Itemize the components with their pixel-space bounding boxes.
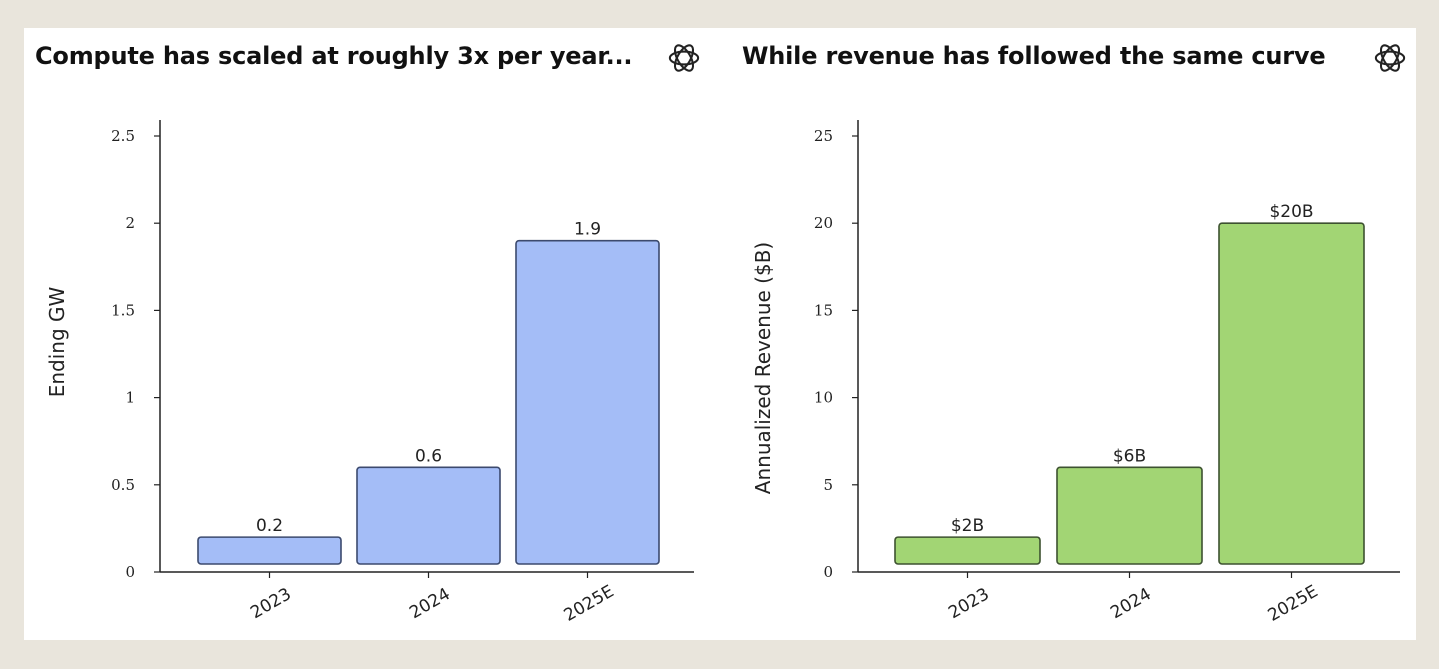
bar-value-label: 0.6	[415, 446, 442, 466]
compute-chart-panel: Compute has scaled at roughly 3x per yea…	[24, 28, 724, 640]
y-tick-label: 2	[125, 214, 135, 232]
chart-title: Compute has scaled at roughly 3x per yea…	[35, 42, 633, 70]
bar-2025e	[1218, 222, 1365, 565]
y-tick-label: 25	[814, 127, 833, 145]
bar-value-label: 0.2	[256, 516, 283, 536]
x-tick-label: 2023	[945, 584, 992, 623]
y-tick-label: 20	[814, 214, 833, 232]
revenue-bar-chart: 0 5 10 15 20 25 Annualized Revenue ($B) $2B 2023…	[751, 120, 1400, 626]
chart-title: While revenue has followed the same curv…	[742, 42, 1326, 70]
revenue-chart-panel: While revenue has followed the same curv…	[724, 28, 1416, 640]
bar-value-label: $6B	[1113, 446, 1146, 466]
y-tick-label: 2.5	[111, 127, 135, 145]
bar-value-label: $20B	[1269, 202, 1313, 222]
bar-value-label: $2B	[951, 516, 984, 536]
x-tick-label: 2024	[1107, 584, 1154, 623]
x-tick-label: 2025E	[561, 582, 618, 626]
x-tick-label: 2023	[247, 584, 294, 623]
y-tick-label: 15	[814, 301, 833, 319]
y-tick-label: 0	[125, 563, 135, 581]
y-tick-label: 0.5	[111, 476, 135, 494]
bar-2023	[197, 536, 342, 565]
bar-2024	[1056, 466, 1203, 565]
y-tick-label: 1.5	[111, 301, 135, 319]
y-tick-label: 10	[814, 389, 833, 407]
openai-logo-icon	[1374, 44, 1406, 72]
bar-2023	[894, 536, 1041, 565]
y-axis-label: Annualized Revenue ($B)	[751, 242, 775, 494]
y-tick-label: 5	[823, 476, 833, 494]
y-tick-label: 1	[125, 389, 135, 407]
bar-2025e	[515, 239, 660, 565]
openai-logo-icon	[668, 44, 700, 72]
bar-value-label: 1.9	[574, 220, 601, 240]
x-tick-label: 2025E	[1265, 582, 1322, 626]
y-axis-label: Ending GW	[45, 286, 69, 397]
compute-bar-chart: 0 0.5 1 1.5 2 2.5 Ending GW 0.2 2023 0.6 2024 1.9 20…	[45, 120, 694, 626]
x-tick-label: 2024	[406, 584, 453, 623]
bar-2024	[356, 466, 501, 565]
chart-card: Compute has scaled at roughly 3x per yea…	[24, 28, 1416, 640]
y-tick-label: 0	[823, 563, 833, 581]
